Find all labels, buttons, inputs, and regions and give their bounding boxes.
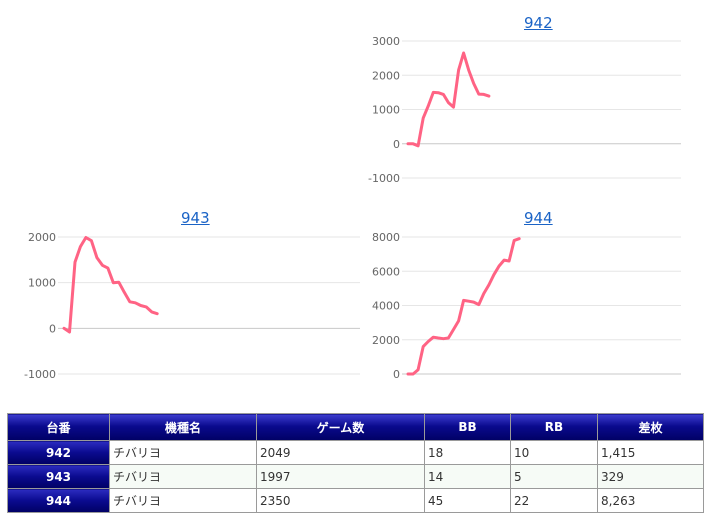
y-tick-label: 2000 [372, 334, 400, 347]
series-line [406, 51, 491, 148]
row-model-name: チバリヨ [109, 464, 257, 489]
y-tick-label: 1000 [28, 277, 56, 290]
y-tick-label: -1000 [368, 172, 400, 185]
y-tick-label: 8000 [372, 231, 400, 244]
charts-area: -1000 0 1000 2000 3000 -1000 0 1000 2000 0 2000 400… [24, 35, 681, 381]
row-game-count: 2350 [256, 488, 425, 513]
chart-942: -1000 0 1000 2000 3000 [368, 35, 681, 185]
y-tick-label: 0 [393, 138, 400, 151]
row-bb: 45 [424, 488, 511, 513]
header-game-count: ゲーム数 [256, 413, 425, 441]
series-line [62, 236, 159, 334]
row-bb: 18 [424, 440, 511, 465]
y-tick-label: 6000 [372, 265, 400, 278]
y-tick-label: 3000 [372, 35, 400, 48]
chart-944: 0 2000 4000 6000 8000 [372, 231, 681, 381]
header-bb: BB [424, 413, 511, 441]
y-tick-label: 4000 [372, 300, 400, 313]
table-header-row: 台番 機種名 ゲーム数 BB RB 差枚 [7, 413, 704, 441]
y-tick-label: 0 [49, 322, 56, 335]
row-model-name: チバリヨ [109, 440, 257, 465]
y-tick-label: 2000 [372, 69, 400, 82]
row-coin-diff: 8,263 [597, 488, 704, 513]
header-coin-diff: 差枚 [597, 413, 704, 441]
row-rb: 10 [510, 440, 598, 465]
series-line [406, 237, 521, 376]
chart-title-944[interactable]: 944 [524, 209, 553, 227]
row-machine-number: 942 [7, 440, 110, 465]
row-rb: 22 [510, 488, 598, 513]
table-row: 943 チバリヨ 1997 14 5 329 [7, 464, 704, 489]
y-tick-label: 0 [393, 368, 400, 381]
row-game-count: 2049 [256, 440, 425, 465]
chart-title-942[interactable]: 942 [524, 14, 553, 32]
row-model-name: チバリヨ [109, 488, 257, 513]
row-rb: 5 [510, 464, 598, 489]
machine-data-table: 台番 機種名 ゲーム数 BB RB 差枚 942 チバリヨ 2049 18 10… [7, 413, 704, 513]
y-tick-label: 1000 [372, 104, 400, 117]
table-row: 944 チバリヨ 2350 45 22 8,263 [7, 488, 704, 513]
y-tick-label: -1000 [24, 368, 56, 381]
row-machine-number: 944 [7, 488, 110, 513]
header-rb: RB [510, 413, 598, 441]
row-bb: 14 [424, 464, 511, 489]
table-row: 942 チバリヨ 2049 18 10 1,415 [7, 440, 704, 465]
chart-title-943[interactable]: 943 [181, 209, 210, 227]
row-game-count: 1997 [256, 464, 425, 489]
row-coin-diff: 1,415 [597, 440, 704, 465]
y-tick-label: 2000 [28, 231, 56, 244]
header-model-name: 機種名 [109, 413, 257, 441]
row-machine-number: 943 [7, 464, 110, 489]
header-machine-number: 台番 [7, 413, 110, 441]
row-coin-diff: 329 [597, 464, 704, 489]
chart-943: -1000 0 1000 2000 [24, 231, 360, 381]
